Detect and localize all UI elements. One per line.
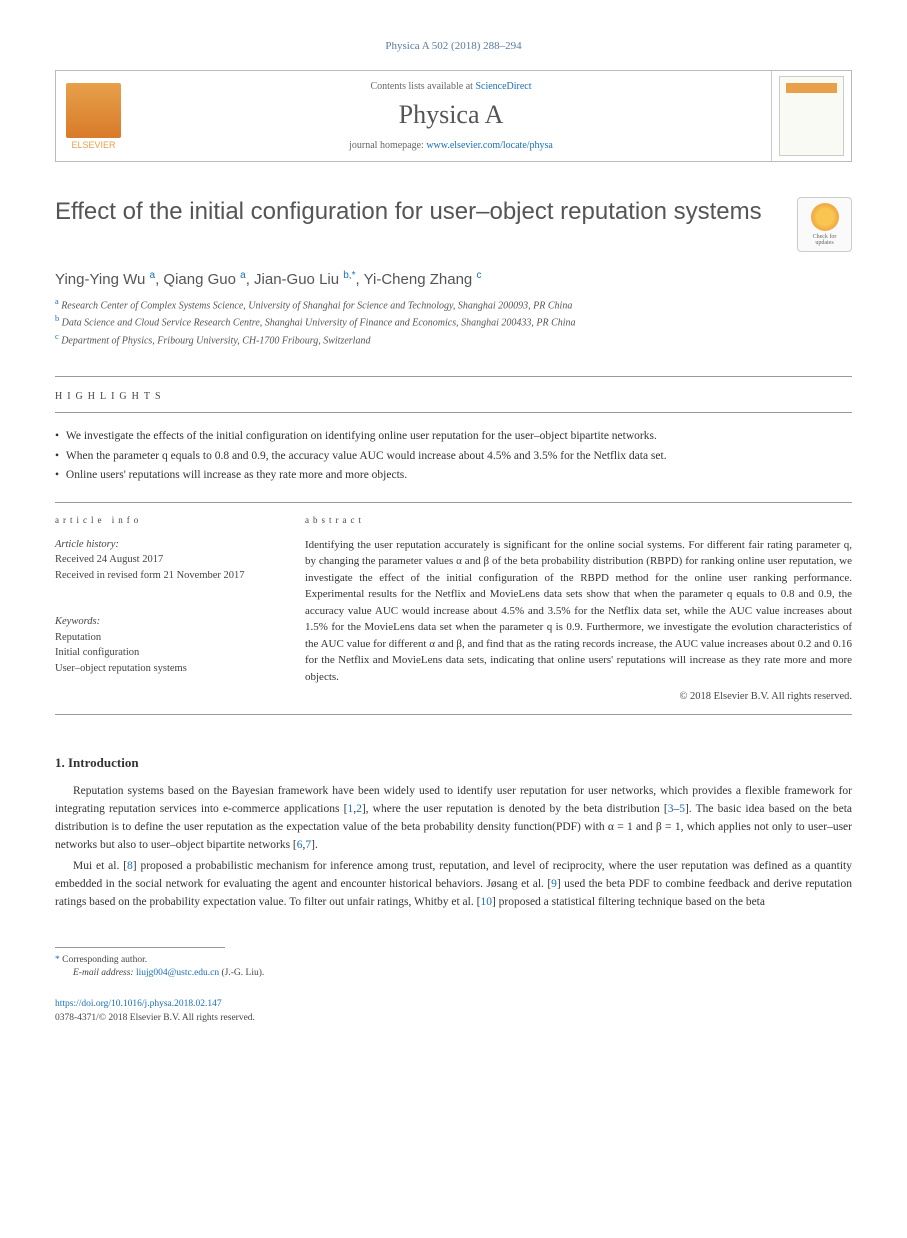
crossmark-icon <box>811 203 839 231</box>
author-name: Ying-Ying Wu <box>55 271 150 288</box>
abstract-column: abstract Identifying the user reputation… <box>305 503 852 715</box>
doi-link[interactable]: https://doi.org/10.1016/j.physa.2018.02.… <box>55 999 222 1009</box>
journal-cover-thumbnail-area <box>771 71 851 161</box>
keyword-item: Initial configuration <box>55 645 280 661</box>
footnote-star-icon: * <box>55 955 60 965</box>
article-history-block: Article history: Received 24 August 2017… <box>55 537 280 584</box>
reference-link[interactable]: 1 <box>347 803 353 815</box>
introduction-heading: 1. Introduction <box>55 755 852 771</box>
contents-prefix: Contents lists available at <box>370 81 475 92</box>
journal-reference: Physica A 502 (2018) 288–294 <box>55 40 852 52</box>
author-affiliation-sup: a <box>240 270 246 281</box>
reference-link[interactable]: 7 <box>305 839 311 851</box>
highlight-item: Online users' reputations will increase … <box>55 466 852 486</box>
check-updates-text: Check forupdates <box>813 234 837 246</box>
highlights-heading: highlights <box>55 391 852 402</box>
corresponding-author-label: Corresponding author. <box>62 955 147 965</box>
keyword-item: Reputation <box>55 630 280 646</box>
highlight-item: When the parameter q equals to 0.8 and 0… <box>55 447 852 467</box>
email-author-suffix: (J.-G. Liu). <box>222 968 265 978</box>
affiliation-line: b Data Science and Cloud Service Researc… <box>55 313 852 330</box>
publisher-logo-area: ELSEVIER <box>56 71 131 161</box>
article-title: Effect of the initial configuration for … <box>55 197 777 227</box>
check-for-updates-badge[interactable]: Check forupdates <box>797 197 852 252</box>
article-info-heading: article info <box>55 515 280 525</box>
highlight-item: We investigate the effects of the initia… <box>55 427 852 447</box>
keywords-title: Keywords: <box>55 614 280 630</box>
author-name: Jian-Guo Liu <box>254 271 343 288</box>
copyright-line: © 2018 Elsevier B.V. All rights reserved… <box>305 691 852 702</box>
corresponding-author-footnote: * Corresponding author. E-mail address: … <box>55 954 852 981</box>
homepage-prefix: journal homepage: <box>349 140 426 151</box>
keyword-item: User–object reputation systems <box>55 661 280 677</box>
highlights-list: We investigate the effects of the initia… <box>55 427 852 486</box>
journal-cover-thumbnail <box>779 76 844 156</box>
reference-link[interactable]: 9 <box>551 878 557 890</box>
author-affiliation-sup: b, <box>343 270 351 281</box>
corresponding-star-icon: * <box>352 270 356 281</box>
affiliation-sup: c <box>55 332 59 341</box>
keywords-block: Keywords: ReputationInitial configuratio… <box>55 614 280 677</box>
received-date: Received 24 August 2017 <box>55 552 280 568</box>
reference-link[interactable]: 3 <box>668 803 674 815</box>
info-abstract-row: article info Article history: Received 2… <box>55 502 852 716</box>
affiliations-block: a Research Center of Complex Systems Sci… <box>55 296 852 348</box>
journal-header-box: ELSEVIER Contents lists available at Sci… <box>55 70 852 162</box>
elsevier-tree-icon <box>66 83 121 138</box>
email-label: E-mail address: <box>73 968 134 978</box>
reference-link[interactable]: 8 <box>127 860 133 872</box>
revised-date: Received in revised form 21 November 201… <box>55 568 280 584</box>
author-name: Qiang Guo <box>163 271 240 288</box>
authors-line: Ying-Ying Wu a, Qiang Guo a, Jian-Guo Li… <box>55 270 852 288</box>
issn-copyright-line: 0378-4371/© 2018 Elsevier B.V. All right… <box>55 1013 255 1023</box>
affiliation-line: c Department of Physics, Fribourg Univer… <box>55 331 852 348</box>
affiliation-sup: a <box>55 297 59 306</box>
body-paragraph: Reputation systems based on the Bayesian… <box>55 783 852 854</box>
sciencedirect-link[interactable]: ScienceDirect <box>475 81 531 92</box>
reference-link[interactable]: 5 <box>679 803 685 815</box>
elsevier-label: ELSEVIER <box>66 140 121 150</box>
corresponding-email-link[interactable]: liujg004@ustc.edu.cn <box>136 968 219 978</box>
homepage-line: journal homepage: www.elsevier.com/locat… <box>136 140 766 151</box>
reference-link[interactable]: 10 <box>480 896 492 908</box>
header-center: Contents lists available at ScienceDirec… <box>131 71 771 161</box>
author-affiliation-sup: a <box>150 270 156 281</box>
journal-title: Physica A <box>136 100 766 130</box>
abstract-text: Identifying the user reputation accurate… <box>305 537 852 686</box>
contents-available-line: Contents lists available at ScienceDirec… <box>136 81 766 92</box>
affiliation-sup: b <box>55 314 59 323</box>
article-history-title: Article history: <box>55 537 280 553</box>
affiliation-line: a Research Center of Complex Systems Sci… <box>55 296 852 313</box>
body-paragraph: Mui et al. [8] proposed a probabilistic … <box>55 858 852 911</box>
author-name: Yi-Cheng Zhang <box>364 271 477 288</box>
article-info-column: article info Article history: Received 2… <box>55 503 280 715</box>
reference-link[interactable]: 6 <box>297 839 303 851</box>
reference-link[interactable]: 2 <box>356 803 362 815</box>
homepage-link[interactable]: www.elsevier.com/locate/physa <box>426 140 553 151</box>
author-affiliation-sup: c <box>476 270 481 281</box>
abstract-heading: abstract <box>305 515 852 525</box>
footer-block: https://doi.org/10.1016/j.physa.2018.02.… <box>55 998 852 1025</box>
